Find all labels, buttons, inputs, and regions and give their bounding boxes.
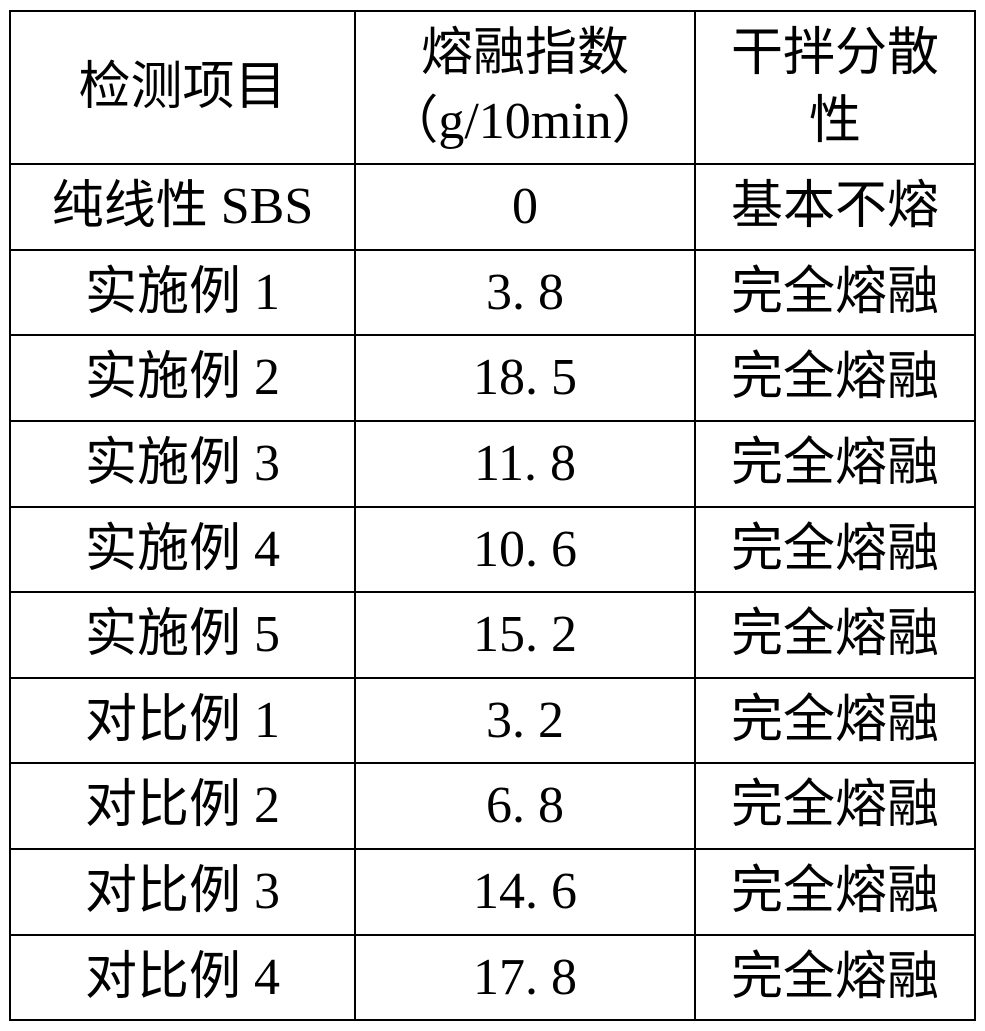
table-header-row: 检测项目 熔融指数（g/10min） 干拌分散性 xyxy=(10,11,975,164)
cell-dispersion: 基本不熔 xyxy=(695,164,975,250)
cell-melt-index: 3. 2 xyxy=(355,678,695,764)
cell-dispersion: 完全熔融 xyxy=(695,421,975,507)
cell-melt-index: 0 xyxy=(355,164,695,250)
cell-item: 纯线性 SBS xyxy=(10,164,355,250)
data-table: 检测项目 熔融指数（g/10min） 干拌分散性 纯线性 SBS 0 基本不熔 … xyxy=(9,10,976,1021)
cell-item: 实施例 4 xyxy=(10,507,355,593)
cell-dispersion: 完全熔融 xyxy=(695,335,975,421)
cell-melt-index: 14. 6 xyxy=(355,849,695,935)
table-row: 对比例 4 17. 8 完全熔融 xyxy=(10,935,975,1021)
table-row: 实施例 4 10. 6 完全熔融 xyxy=(10,507,975,593)
table-row: 实施例 2 18. 5 完全熔融 xyxy=(10,335,975,421)
cell-dispersion: 完全熔融 xyxy=(695,678,975,764)
table-row: 对比例 3 14. 6 完全熔融 xyxy=(10,849,975,935)
cell-dispersion: 完全熔融 xyxy=(695,592,975,678)
table-row: 实施例 1 3. 8 完全熔融 xyxy=(10,250,975,336)
cell-item: 实施例 2 xyxy=(10,335,355,421)
cell-item: 对比例 2 xyxy=(10,763,355,849)
header-col0: 检测项目 xyxy=(10,11,355,164)
cell-item: 对比例 4 xyxy=(10,935,355,1021)
cell-melt-index: 6. 8 xyxy=(355,763,695,849)
cell-item: 实施例 3 xyxy=(10,421,355,507)
table-row: 对比例 1 3. 2 完全熔融 xyxy=(10,678,975,764)
cell-melt-index: 3. 8 xyxy=(355,250,695,336)
cell-item: 实施例 1 xyxy=(10,250,355,336)
cell-dispersion: 完全熔融 xyxy=(695,250,975,336)
table-row: 纯线性 SBS 0 基本不熔 xyxy=(10,164,975,250)
cell-melt-index: 11. 8 xyxy=(355,421,695,507)
table-row: 实施例 3 11. 8 完全熔融 xyxy=(10,421,975,507)
header-col2: 干拌分散性 xyxy=(695,11,975,164)
table-row: 实施例 5 15. 2 完全熔融 xyxy=(10,592,975,678)
cell-item: 对比例 1 xyxy=(10,678,355,764)
header-col1: 熔融指数（g/10min） xyxy=(355,11,695,164)
cell-melt-index: 10. 6 xyxy=(355,507,695,593)
cell-dispersion: 完全熔融 xyxy=(695,935,975,1021)
cell-item: 对比例 3 xyxy=(10,849,355,935)
cell-melt-index: 18. 5 xyxy=(355,335,695,421)
cell-dispersion: 完全熔融 xyxy=(695,507,975,593)
cell-dispersion: 完全熔融 xyxy=(695,763,975,849)
cell-dispersion: 完全熔融 xyxy=(695,849,975,935)
cell-melt-index: 15. 2 xyxy=(355,592,695,678)
table-row: 对比例 2 6. 8 完全熔融 xyxy=(10,763,975,849)
cell-item: 实施例 5 xyxy=(10,592,355,678)
cell-melt-index: 17. 8 xyxy=(355,935,695,1021)
table-body: 纯线性 SBS 0 基本不熔 实施例 1 3. 8 完全熔融 实施例 2 18.… xyxy=(10,164,975,1020)
